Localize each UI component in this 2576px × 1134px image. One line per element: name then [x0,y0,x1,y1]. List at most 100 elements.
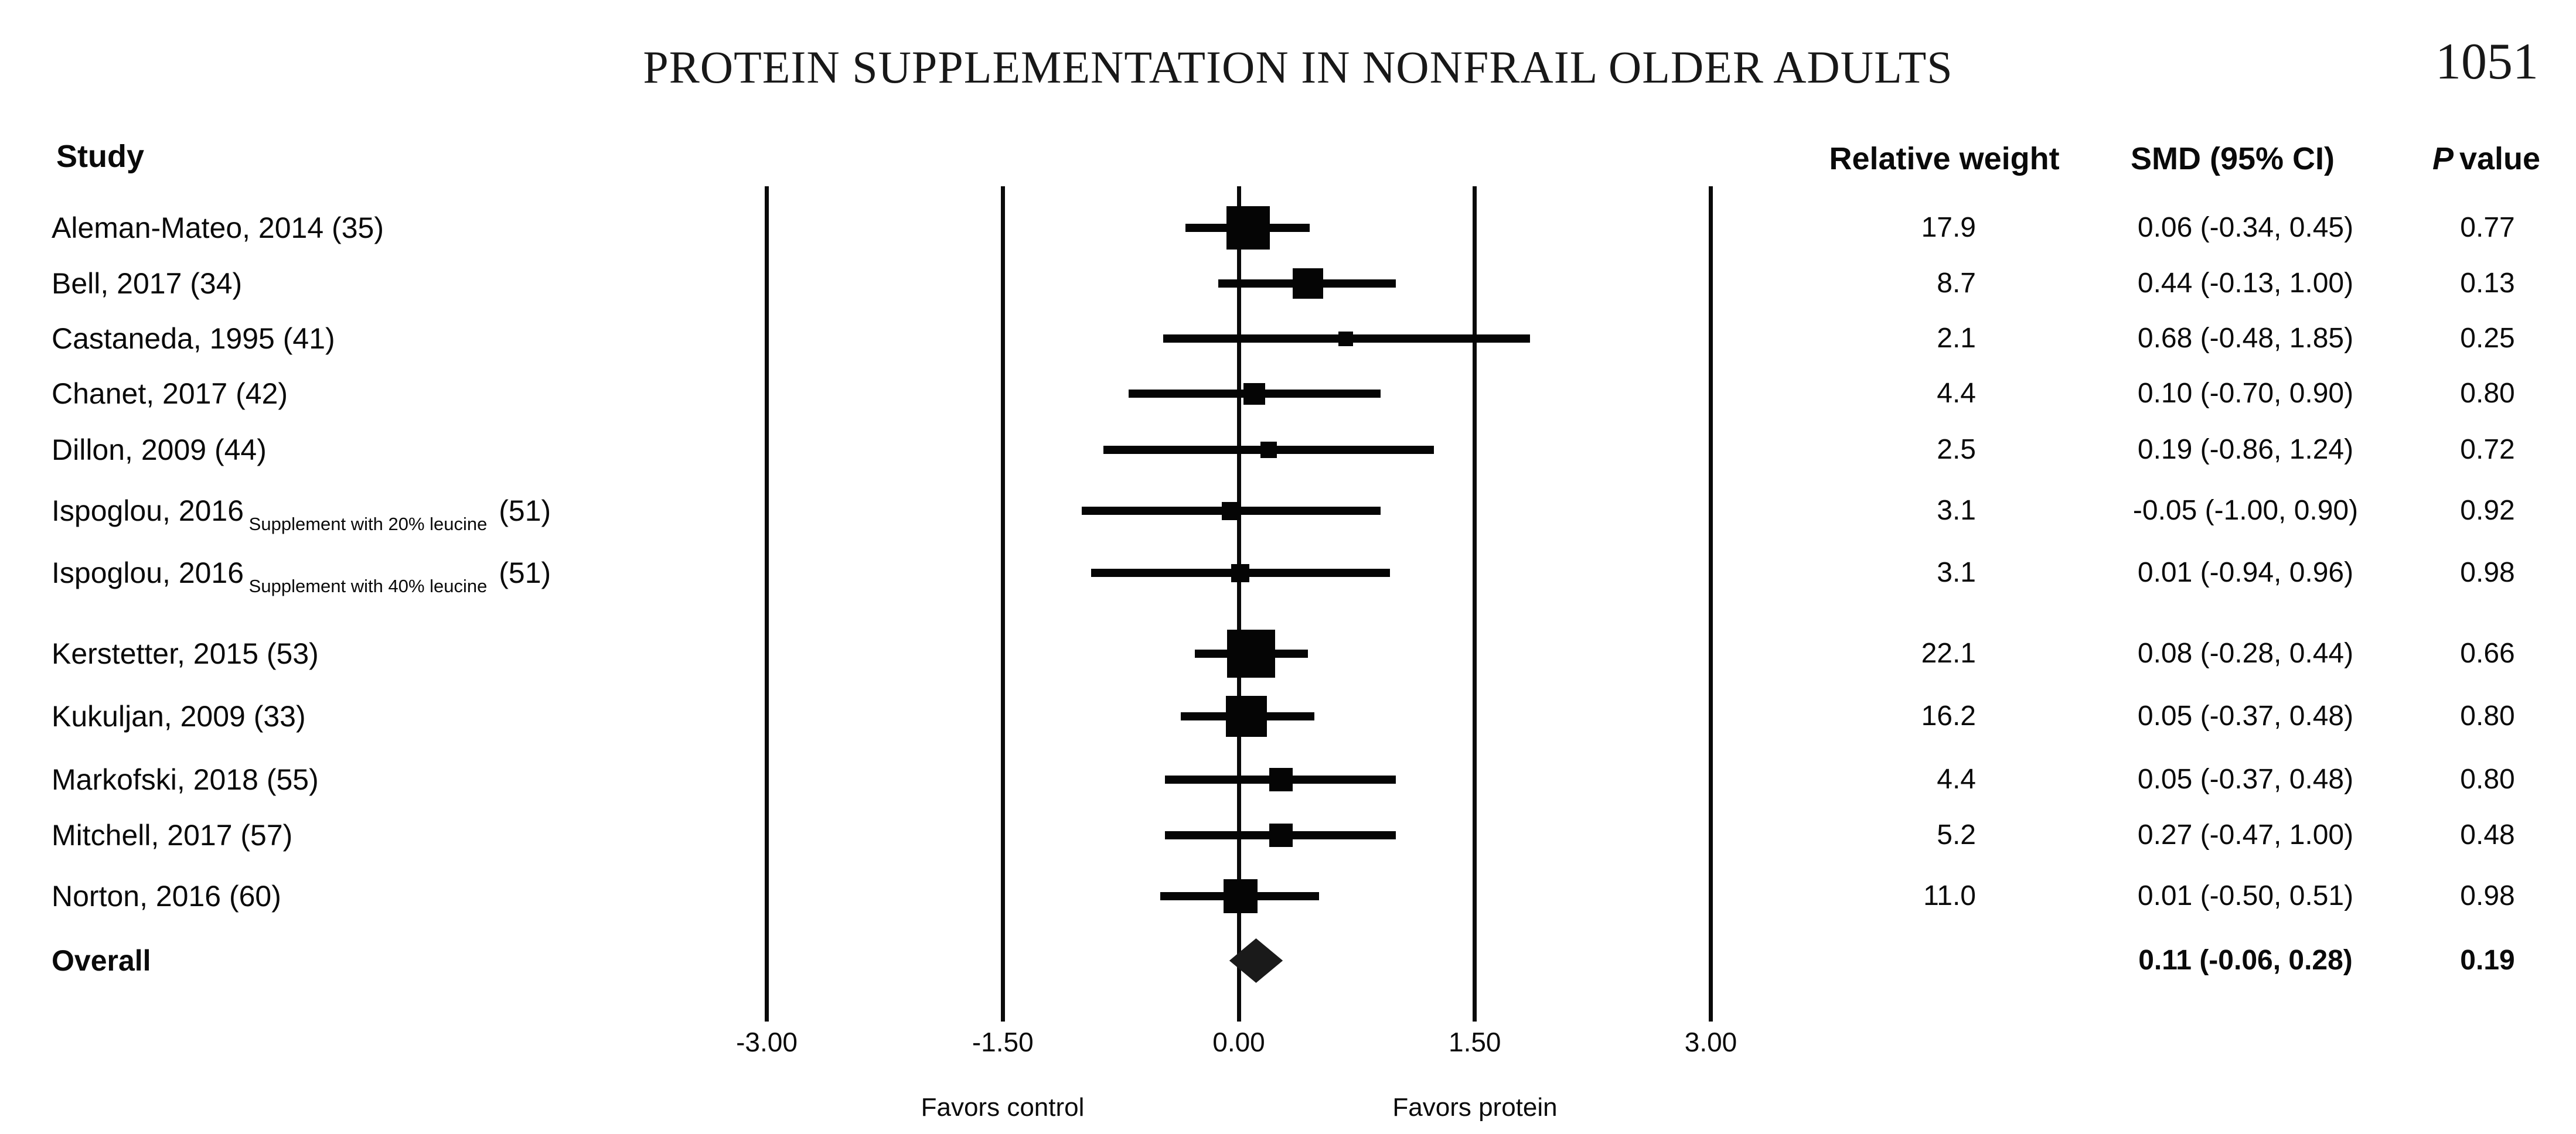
relative-weight-value: 17.9 [1921,212,1976,243]
study-row-label: Ispoglou, 2016 Supplement with 20% leuci… [52,494,551,533]
p-value: 0.66 [2460,638,2515,669]
study-subscript: Supplement with 20% leucine [244,514,488,534]
study-row-label: Mitchell, 2017 (57) [52,821,292,850]
effect-square [1231,563,1250,582]
smd-ci-value: -0.05 (-1.00, 0.90) [2132,495,2359,526]
smd-ci-value: 0.27 (-0.47, 1.00) [2137,819,2354,850]
relative-weight-value: 4.4 [1937,764,1976,795]
smd-ci-value: 0.05 (-0.37, 0.48) [2137,701,2354,732]
study-name: Kukuljan, 2009 (33) [52,700,306,733]
effect-square [1223,879,1258,913]
overall-row-label: Overall [52,944,151,977]
study-name: Castaneda, 1995 (41) [52,322,335,355]
study-name: Bell, 2017 (34) [52,267,243,300]
study-row-label: Chanet, 2017 (42) [52,379,288,408]
column-header-smd: SMD (95% CI) [2130,141,2335,176]
study-name: Norton, 2016 (60) [52,880,281,913]
study-row-label: Norton, 2016 (60) [52,882,281,911]
smd-ci-value: 0.01 (-0.94, 0.96) [2137,557,2354,588]
p-value: 0.80 [2460,764,2515,795]
axis-tick-label: 3.00 [1684,1027,1737,1057]
reference-gridline [1473,186,1477,1022]
study-name: Mitchell, 2017 (57) [52,819,293,852]
smd-ci-value: 0.19 (-0.86, 1.24) [2137,434,2354,465]
overall-smd-ci-value: 0.11 (-0.06, 0.28) [2138,945,2353,976]
effect-square [1269,824,1293,847]
study-row-label: Dillon, 2009 (44) [52,435,267,464]
favors-control-label: Favors control [921,1093,1085,1122]
smd-ci-value: 0.08 (-0.28, 0.44) [2137,638,2354,669]
p-value: 0.98 [2460,557,2515,588]
favors-protein-label: Favors protein [1392,1093,1558,1122]
study-subscript: Supplement with 40% leucine [244,576,488,596]
p-value: 0.98 [2460,880,2515,911]
study-row-label: Bell, 2017 (34) [52,269,242,298]
study-name: Dillon, 2009 (44) [52,433,267,466]
relative-weight-value: 2.1 [1937,323,1976,354]
study-name: Markofski, 2018 (55) [52,763,319,796]
axis-tick-label: 1.50 [1448,1027,1501,1057]
study-row-label: Ispoglou, 2016 Supplement with 40% leuci… [52,556,551,595]
reference-gridline [1236,186,1241,1022]
smd-ci-value: 0.05 (-0.37, 0.48) [2137,764,2354,795]
study-name: Ispoglou, 2016 [52,494,244,527]
relative-weight-value: 3.1 [1937,495,1976,526]
study-name: Aleman-Mateo, 2014 (35) [52,211,384,244]
relative-weight-value: 5.2 [1937,819,1976,850]
p-value: 0.72 [2460,434,2515,465]
p-value: 0.13 [2460,268,2515,299]
study-name: Ispoglou, 2016 [52,556,244,589]
reference-gridline [1000,186,1005,1022]
axis-tick-label: -1.50 [972,1027,1034,1057]
smd-ci-value: 0.01 (-0.50, 0.51) [2137,880,2354,911]
axis-tick-label: -3.00 [736,1027,798,1057]
study-row-label: Kukuljan, 2009 (33) [52,702,306,731]
study-name: Chanet, 2017 (42) [52,377,288,410]
study-row-label: Markofski, 2018 (55) [52,765,319,794]
study-name: Kerstetter, 2015 (53) [52,637,319,670]
relative-weight-value: 11.0 [1923,880,1976,911]
page-title: PROTEIN SUPPLEMENTATION IN NONFRAIL OLDE… [643,42,1953,93]
effect-square [1338,331,1354,346]
smd-ci-value: 0.06 (-0.34, 0.45) [2137,212,2354,243]
p-value: 0.92 [2460,495,2515,526]
relative-weight-value: 8.7 [1937,268,1976,299]
relative-weight-value: 3.1 [1937,557,1976,588]
effect-square [1222,501,1241,520]
effect-square [1293,268,1324,299]
p-header-italic: P [2432,141,2454,176]
study-row-label: Aleman-Mateo, 2014 (35) [52,213,384,242]
effect-square [1226,696,1267,737]
effect-square [1243,382,1266,405]
study-row-label: Kerstetter, 2015 (53) [52,639,319,668]
effect-square [1227,630,1276,678]
p-value: 0.80 [2460,701,2515,732]
relative-weight-value: 4.4 [1937,378,1976,409]
axis-tick-label: 0.00 [1212,1027,1265,1057]
column-header-study: Study [56,139,145,174]
effect-square [1269,768,1293,791]
overall-p-value: 0.19 [2460,945,2515,976]
effect-square [1226,206,1270,250]
p-value: 0.25 [2460,323,2515,354]
smd-ci-value: 0.44 (-0.13, 1.00) [2137,268,2354,299]
relative-weight-value: 22.1 [1921,638,1976,669]
p-header-rest: value [2459,141,2541,176]
page-number: 1051 [2435,33,2538,90]
column-header-relative-weight: Relative weight [1829,141,2060,176]
relative-weight-value: 16.2 [1921,701,1976,732]
relative-weight-value: 2.5 [1937,434,1976,465]
reference-gridline [1709,186,1713,1022]
reference-gridline [765,186,769,1022]
study-reference: (51) [490,556,551,589]
study-row-label: Castaneda, 1995 (41) [52,324,335,353]
smd-ci-value: 0.10 (-0.70, 0.90) [2137,378,2354,409]
effect-square [1260,442,1277,458]
p-value: 0.48 [2460,819,2515,850]
p-value: 0.77 [2460,212,2515,243]
study-reference: (51) [490,494,551,527]
smd-ci-value: 0.68 (-0.48, 1.85) [2137,323,2354,354]
p-value: 0.80 [2460,378,2515,409]
